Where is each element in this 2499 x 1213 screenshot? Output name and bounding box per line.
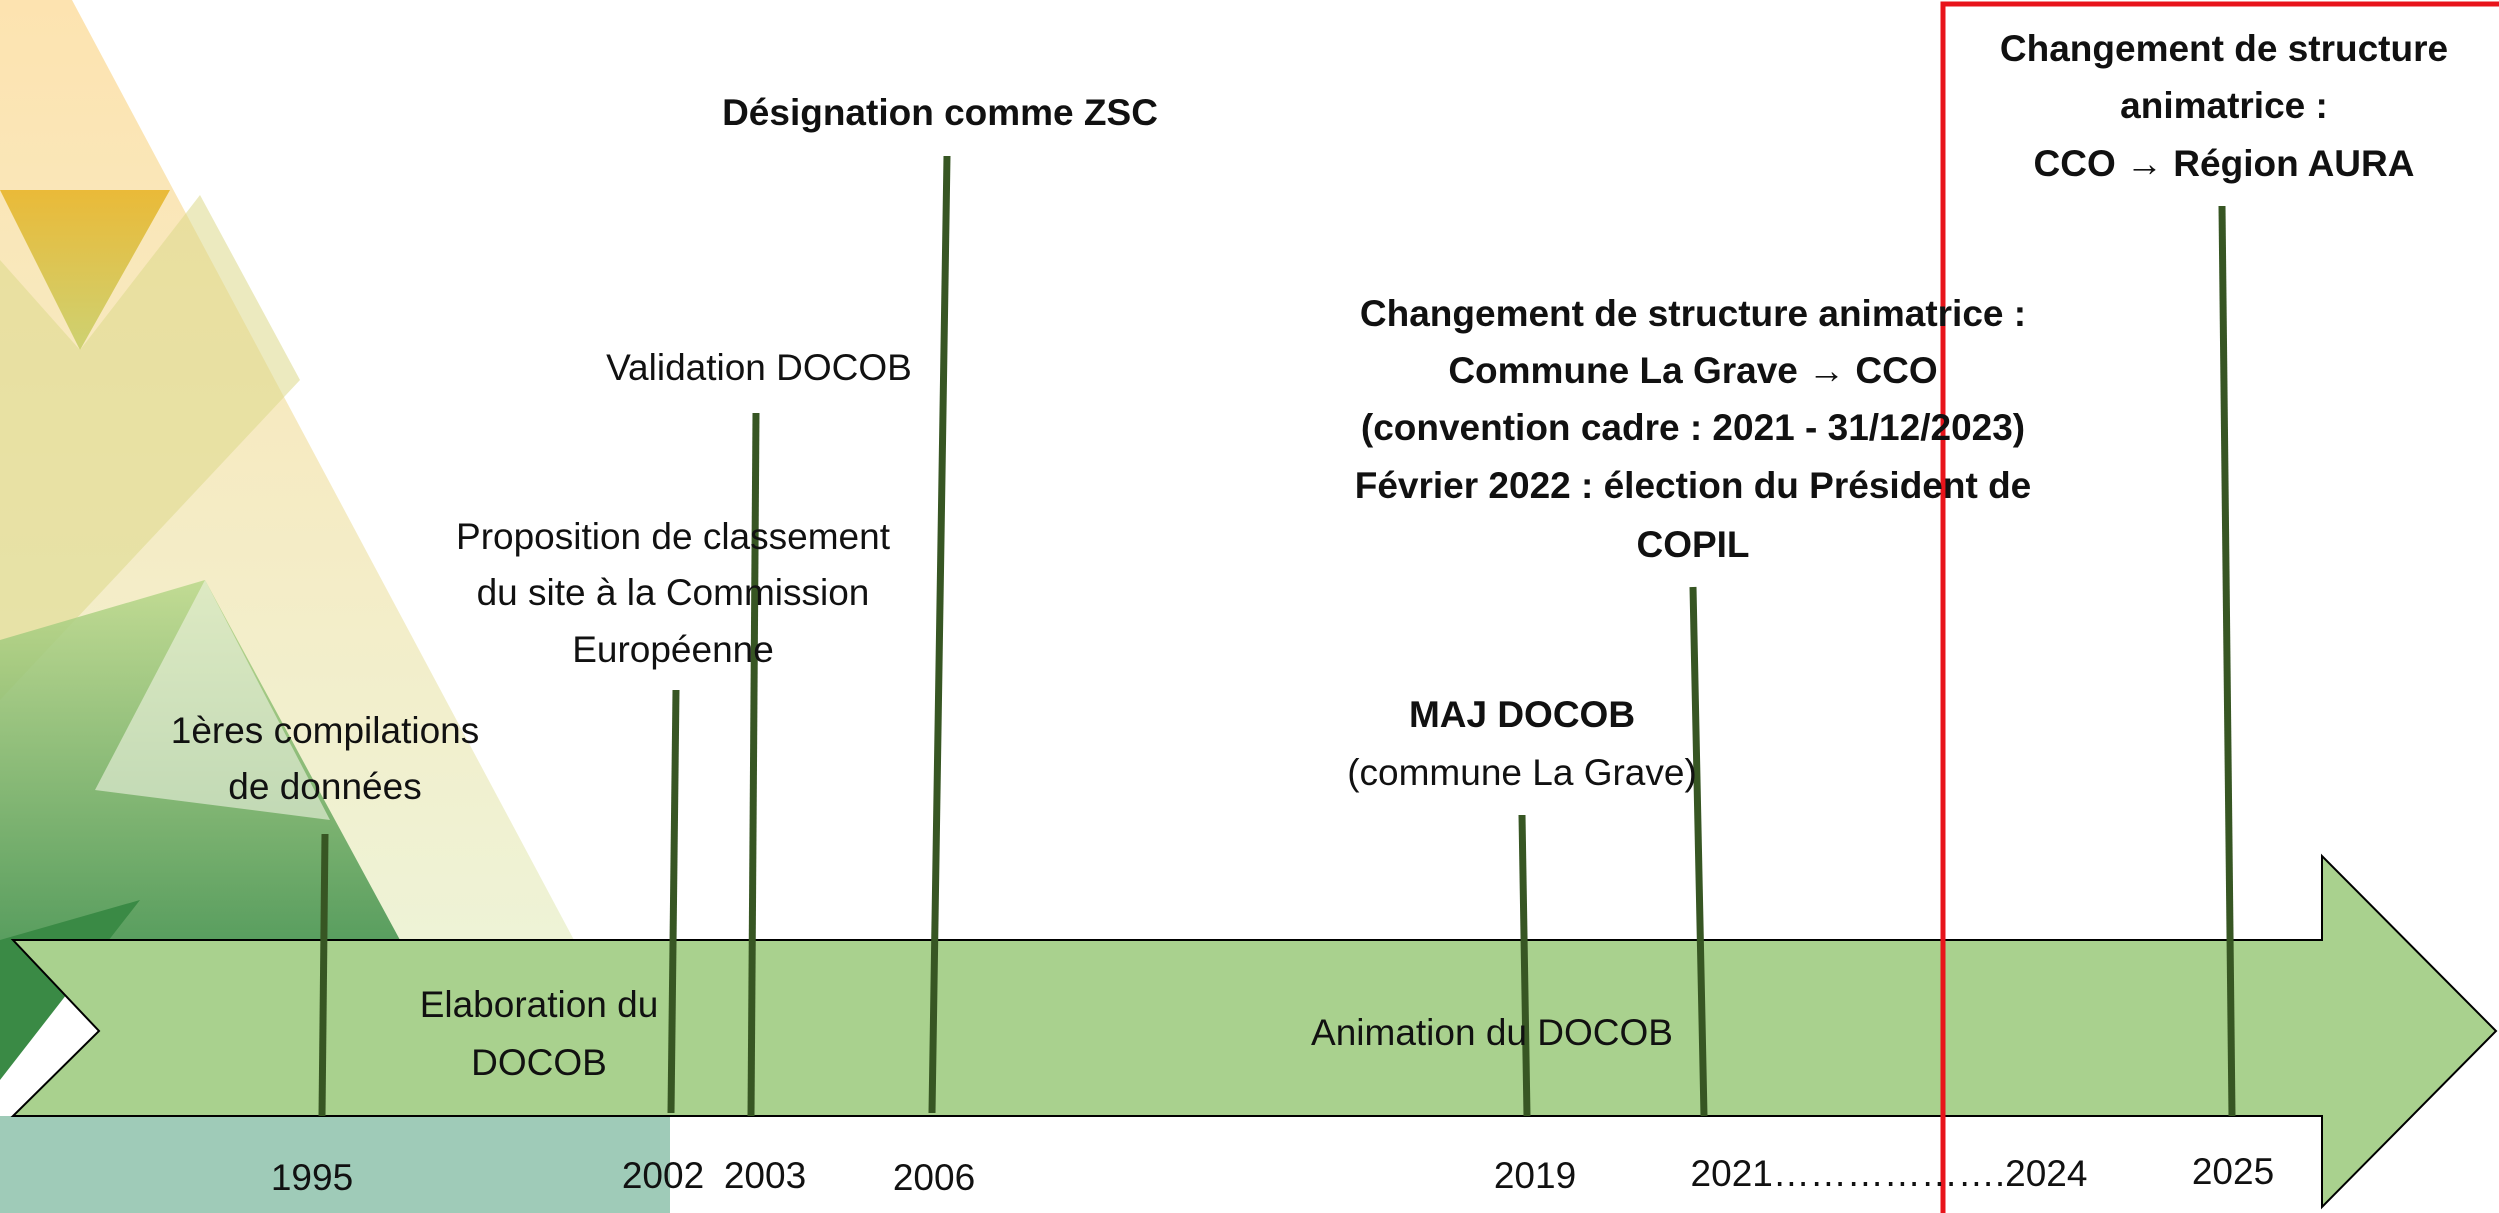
year-label: 2019 <box>1494 1155 1576 1196</box>
event-label: Validation DOCOB <box>606 347 912 388</box>
event-label: Février 2022 : élection du Président de <box>1355 465 2032 506</box>
phase-label: Animation du DOCOB <box>1311 1012 1673 1053</box>
phase-label: Elaboration du <box>420 984 659 1025</box>
event-label: du site à la Commission <box>477 572 870 613</box>
event-line <box>322 834 325 1116</box>
event-label: Proposition de classement <box>456 516 891 557</box>
year-label: 2003 <box>724 1155 806 1196</box>
event-label: Changement de structure <box>2000 28 2448 69</box>
event-label: Commune La Grave → CCO <box>1448 350 1937 391</box>
year-label: 2021……………….2024 <box>1691 1153 2088 1194</box>
event-label: 1ères compilations <box>171 710 479 751</box>
year-label: 2006 <box>893 1157 975 1198</box>
phase-label: DOCOB <box>471 1042 607 1083</box>
year-label: 1995 <box>271 1157 353 1198</box>
event-line <box>671 690 676 1113</box>
event-label: (convention cadre : 2021 - 31/12/2023) <box>1361 407 2025 448</box>
year-label: 2025 <box>2192 1151 2274 1192</box>
timeline: 1ères compilations de données Propositio… <box>0 0 2499 1213</box>
event-label: COPIL <box>1636 524 1749 565</box>
event-label: (commune La Grave) <box>1347 752 1697 793</box>
event-label: animatrice : <box>2120 85 2328 126</box>
event-label: Changement de structure animatrice : <box>1360 293 2026 334</box>
event-label: Désignation comme ZSC <box>722 92 1158 133</box>
event-label: MAJ DOCOB <box>1409 694 1635 735</box>
event-label: de données <box>228 766 421 807</box>
event-label: Européenne <box>572 629 774 670</box>
year-label: 2002 <box>622 1155 704 1196</box>
event-line <box>1522 815 1527 1116</box>
event-label: CCO → Région AURA <box>2034 143 2415 184</box>
